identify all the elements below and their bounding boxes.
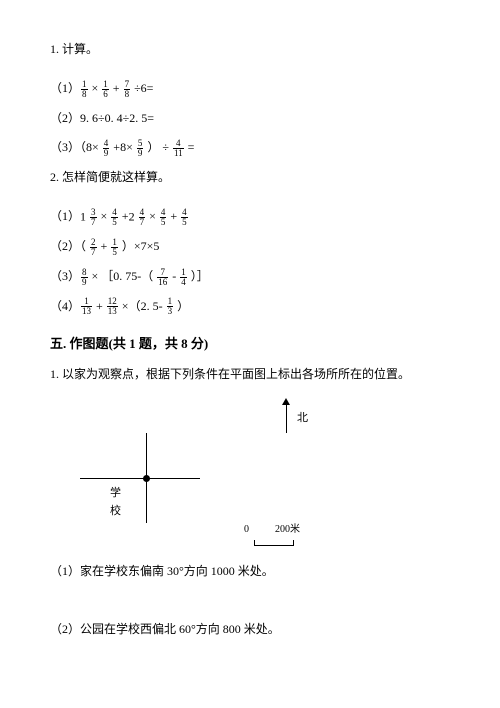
north-arrow [282, 398, 290, 433]
item-prefix: （1） [50, 81, 80, 95]
text-run: + [167, 209, 180, 223]
item-prefix: （3） [50, 140, 80, 154]
text-run: × ［0. 75-（ [89, 269, 157, 283]
text-run: ）×7×5 [119, 239, 160, 253]
fraction: 411 [173, 139, 184, 158]
fraction: 89 [81, 268, 88, 287]
item-prefix: （2） [50, 239, 80, 253]
fraction: 45 [111, 208, 118, 227]
math-item: （2）（ 27 + 15 ）×7×5 [50, 237, 450, 257]
fraction: 45 [181, 208, 188, 227]
mixed-number: 2 47 [129, 207, 147, 227]
text-run: + [110, 81, 123, 95]
math-item: （3）（8× 49 +8× 59 ） ÷ 411 = [50, 138, 450, 158]
math-item: （3）89 × ［0. 75-（ 716 - 14 ）］ [50, 267, 450, 287]
fraction: 18 [81, 80, 88, 99]
text-run: ÷6= [131, 81, 153, 95]
page-container: 1. 计算。 （1）18 × 16 + 78 ÷6=（2）9. 6÷0. 4÷2… [0, 0, 500, 683]
fraction: 27 [90, 238, 97, 257]
fraction: 15 [111, 238, 118, 257]
origin-dot-icon [143, 475, 150, 482]
text-run: + [98, 239, 111, 253]
text-run: + [119, 209, 129, 223]
fraction: 716 [157, 268, 168, 287]
text-run: （8× [80, 140, 102, 154]
q1-list: （1）18 × 16 + 78 ÷6= （2）9. 6÷0. 4÷2. 5= （3）… [50, 79, 450, 158]
fraction: 45 [160, 208, 167, 227]
axis-horizontal [80, 478, 200, 479]
school-label: 学校 [110, 485, 121, 520]
scale-left: 0 [244, 522, 249, 538]
text-run: （ [80, 239, 89, 253]
fraction: 1213 [107, 297, 118, 316]
mixed-number: 1 37 [80, 207, 98, 227]
scale-bar: 0 200米 [248, 522, 300, 546]
section5-heading: 五. 作图题(共 1 题，共 8 分) [50, 334, 450, 355]
fraction: 49 [103, 139, 110, 158]
sub-q2: （2）公园在学校西偏北 60°方向 800 米处。 [50, 620, 450, 639]
math-item: （4）113 + 1213 ×（2. 5- 13 ） [50, 297, 450, 317]
text-run: +8× [110, 140, 136, 154]
fraction: 16 [102, 80, 109, 99]
scale-right: 200米 [275, 522, 300, 538]
arrow-shaft [286, 405, 287, 433]
text-run: + [93, 299, 106, 313]
text-run: ）］ [188, 269, 209, 283]
q2-list: （1）1 37 × 45 +2 47 × 45 + 45 （2）（ 27 + 15… [50, 207, 450, 316]
text-run: × [89, 81, 102, 95]
math-item: （2）9. 6÷0. 4÷2. 5= [50, 109, 450, 128]
item-prefix: （1） [50, 209, 80, 223]
fraction: 59 [137, 139, 144, 158]
text-run: × [98, 209, 111, 223]
section5-prompt: 1. 以家为观察点，根据下列条件在平面图上标出各场所所在的位置。 [50, 365, 450, 384]
q1-title: 1. 计算。 [50, 40, 450, 59]
arrow-head-icon [282, 398, 290, 405]
fraction: 37 [90, 208, 97, 227]
math-item: （1）1 37 × 45 +2 47 × 45 + 45 [50, 207, 450, 227]
item-prefix: （2） [50, 111, 80, 125]
text-run: ×（2. 5- [119, 299, 166, 313]
fraction: 47 [139, 208, 146, 227]
sub-q1: （1）家在学校东偏南 30°方向 1000 米处。 [50, 562, 450, 581]
item-prefix: （3） [50, 269, 80, 283]
q2-title: 2. 怎样简便就这样算。 [50, 168, 450, 187]
scale-bar-icon [254, 540, 294, 546]
text-run: = [185, 140, 195, 154]
text-run: 9. 6÷0. 4÷2. 5= [80, 111, 154, 125]
fraction: 14 [180, 268, 187, 287]
item-prefix: （4） [50, 299, 80, 313]
diagram: 北 学校 0 200米 [50, 398, 330, 548]
fraction: 113 [81, 297, 92, 316]
text-run: × [146, 209, 159, 223]
north-label: 北 [297, 410, 308, 428]
fraction: 78 [124, 80, 131, 99]
fraction: 13 [167, 297, 174, 316]
text-run: ） ÷ [144, 140, 172, 154]
math-item: （1）18 × 16 + 78 ÷6= [50, 79, 450, 99]
text-run: - [169, 269, 179, 283]
text-run: ） [174, 299, 189, 313]
